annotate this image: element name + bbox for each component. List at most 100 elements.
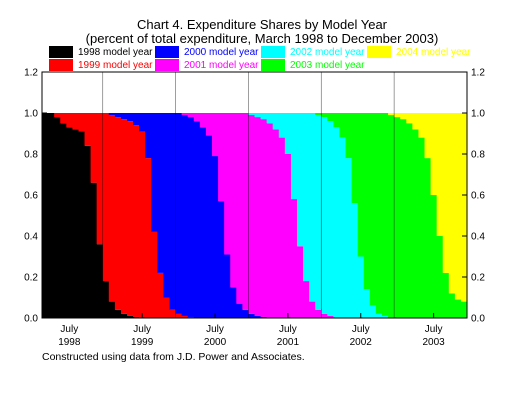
bar-segment: [102, 281, 110, 318]
y-tick-label-right: 0.4: [471, 232, 485, 243]
bar-segment: [248, 313, 255, 318]
x-tick-month: July: [425, 324, 443, 335]
bar-segment: [78, 113, 85, 132]
bar-segment: [412, 129, 419, 318]
bar-segment: [388, 113, 395, 116]
bar-segment: [436, 113, 444, 236]
bar-segment: [157, 272, 164, 318]
bar-segment: [351, 113, 359, 204]
bar-segment: [175, 313, 183, 318]
bar-segment: [339, 113, 346, 138]
y-tick-label-left: 0.6: [24, 191, 38, 202]
x-tick-month: July: [279, 324, 297, 335]
bar-segment: [151, 231, 158, 318]
x-tick-month: July: [60, 324, 78, 335]
bar-segment: [242, 113, 249, 310]
bar-segment: [460, 113, 468, 302]
legend-swatch-1998: [49, 46, 73, 58]
bar-segment: [321, 113, 328, 118]
bar-segment: [297, 113, 304, 247]
legend-swatch-1999: [49, 59, 73, 71]
bar-segment: [193, 113, 201, 122]
bar-segment: [254, 113, 261, 118]
plot-bars: [42, 113, 468, 319]
bar-segment: [418, 113, 425, 138]
bar-segment: [339, 137, 346, 318]
bar-segment: [260, 113, 268, 120]
x-tick-month: July: [352, 324, 370, 335]
bar-segment: [236, 113, 243, 304]
x-tick-year: 2002: [350, 337, 373, 348]
bar-segment: [400, 119, 407, 319]
bar-segment: [382, 315, 389, 318]
bar-segment: [230, 287, 237, 318]
bar-segment: [205, 113, 213, 136]
bar-segment: [303, 113, 310, 282]
bar-segment: [212, 156, 219, 318]
bar-segment: [120, 313, 128, 318]
y-axis-right: 0.0 0.2 0.4 0.6 0.8 1.0 1.2: [462, 68, 485, 325]
bar-segment: [309, 301, 316, 318]
bar-segment: [78, 131, 85, 318]
bar-segment: [169, 309, 176, 318]
bar-segment: [60, 123, 67, 318]
bar-segment: [54, 117, 61, 318]
bar-segment: [236, 303, 243, 318]
y-tick-label-right: 1.0: [471, 109, 485, 120]
y-tick-label-right: 1.2: [471, 68, 485, 79]
x-tick-year: 1999: [131, 337, 154, 348]
bar-segment: [357, 113, 365, 257]
bar-segment: [230, 113, 237, 288]
bar-segment: [90, 113, 98, 183]
bar-segment: [145, 113, 152, 159]
bar-segment: [442, 113, 450, 273]
x-tick-year: 1998: [58, 337, 81, 348]
legend-label-2000: 2000 model year: [184, 47, 259, 58]
bar-segment: [315, 309, 322, 318]
bar-segment: [242, 309, 249, 318]
bar-segment: [418, 137, 425, 318]
y-tick-label-right: 0.8: [471, 150, 485, 161]
bar-segment: [224, 254, 231, 318]
bar-segment: [454, 113, 462, 300]
y-tick-label-right: 0.6: [471, 191, 485, 202]
bar-segment: [327, 113, 334, 122]
bar-segment: [345, 158, 353, 318]
bar-segment: [406, 113, 413, 124]
y-tick-label-left: 0.2: [24, 273, 38, 284]
bar-segment: [430, 113, 438, 195]
legend-label-2003: 2003 model year: [290, 60, 365, 71]
bar-segment: [54, 113, 61, 118]
x-tick-month: July: [206, 324, 224, 335]
bar-segment: [133, 125, 140, 317]
bar-segment: [90, 182, 98, 318]
bar-segment: [424, 158, 431, 318]
bar-segment: [163, 113, 170, 298]
bar-segment: [369, 113, 377, 306]
bar-segment: [212, 113, 219, 157]
bar-segment: [108, 115, 116, 302]
x-tick-year: 2000: [204, 337, 227, 348]
bar-segment: [163, 297, 170, 318]
bar-segment: [412, 113, 419, 130]
bar-segment: [284, 154, 292, 318]
bar-segment: [345, 113, 353, 159]
bar-segment: [120, 119, 128, 314]
y-tick-label-left: 1.2: [24, 68, 38, 79]
bar-segment: [181, 113, 189, 116]
bar-segment: [388, 115, 395, 318]
bar-segment: [254, 315, 261, 318]
bar-segment: [309, 113, 316, 302]
bar-segment: [169, 113, 176, 310]
x-tick-month: July: [133, 324, 151, 335]
bar-segment: [108, 113, 116, 116]
bar-segment: [333, 127, 340, 318]
bar-segment: [199, 127, 207, 318]
bar-segment: [321, 313, 328, 318]
bar-segment: [375, 313, 383, 318]
bar-segment: [133, 113, 140, 126]
bar-segment: [224, 113, 231, 255]
bar-segment: [127, 113, 134, 122]
legend-label-2001: 2001 model year: [184, 60, 259, 71]
bar-segment: [127, 315, 134, 318]
